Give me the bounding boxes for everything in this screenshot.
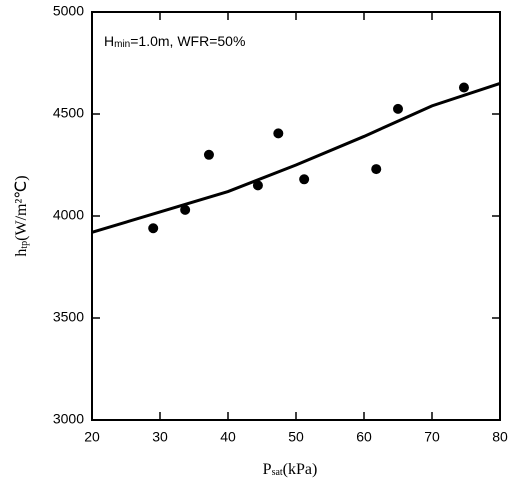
- data-point: [371, 164, 382, 175]
- y-tick-label: 3500: [53, 309, 84, 325]
- x-label-sub: sat: [272, 467, 283, 478]
- data-point: [299, 174, 310, 185]
- annotation: Hmin=1.0m, WFR=50%: [104, 33, 245, 50]
- x-axis-label: Psat(kPa): [263, 461, 318, 479]
- plot-frame: [91, 11, 501, 421]
- x-tick-label: 80: [492, 429, 508, 445]
- x-tick-label: 60: [356, 429, 372, 445]
- y-label-rest: (W/m²℃): [13, 175, 30, 240]
- x-label-rest: (kPa): [283, 461, 318, 478]
- data-point: [180, 204, 191, 215]
- y-label-main: h: [13, 249, 30, 257]
- x-tick-label: 20: [84, 429, 100, 445]
- x-tick-label: 70: [424, 429, 440, 445]
- data-point: [458, 82, 469, 93]
- y-tick-label: 4000: [53, 207, 84, 223]
- x-tick-label: 50: [288, 429, 304, 445]
- data-point: [148, 223, 159, 234]
- data-point: [393, 103, 403, 114]
- x-tick-label: 40: [220, 429, 236, 445]
- x-label-main: P: [263, 461, 272, 478]
- y-label-sub: tp: [19, 241, 30, 249]
- x-tick-label: 30: [152, 429, 168, 445]
- y-axis-label: htp(W/m²℃): [13, 175, 31, 256]
- data-point: [252, 180, 263, 191]
- y-tick-label: 3000: [53, 411, 84, 427]
- fit-line: [91, 81, 501, 234]
- annotation-rest: =1.0m, WFR=50%: [130, 33, 245, 49]
- annotation-sub: min: [114, 39, 130, 50]
- annotation-main: H: [104, 33, 114, 49]
- data-point: [273, 128, 284, 139]
- y-tick-label: 4500: [53, 105, 84, 121]
- data-point: [203, 149, 214, 160]
- y-tick-label: 5000: [53, 3, 84, 19]
